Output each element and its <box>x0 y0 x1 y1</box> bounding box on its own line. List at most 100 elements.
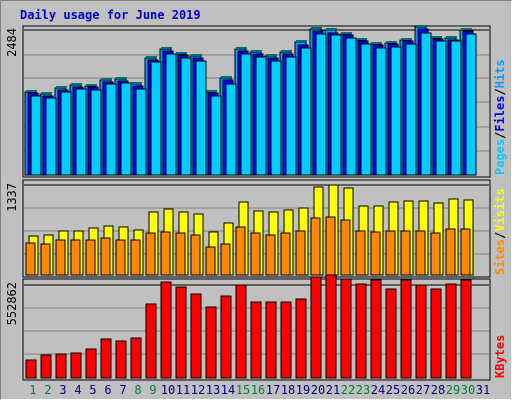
bar-sites-day-27 <box>415 230 426 276</box>
bar-pages-day-21 <box>330 34 342 176</box>
bar-kbytes-day-4 <box>70 352 82 379</box>
bar-kbytes-day-2 <box>40 354 52 379</box>
bar-sites-day-13 <box>205 246 216 276</box>
panel-visits-sites: 1337 Sites/Visits <box>5 179 507 278</box>
bar-sites-day-3 <box>55 239 66 276</box>
x-tick-label-day-3: 3 <box>59 383 66 397</box>
bar-sites-day-24 <box>370 231 381 276</box>
bar-pages-day-20 <box>315 33 327 176</box>
bar-kbytes-day-9 <box>145 303 157 379</box>
bar-sites-day-11 <box>175 232 186 276</box>
panel-hits-files-pages: 2484 Pages/Files/Hits <box>5 25 507 178</box>
panel-kbytes-legend: KBytes <box>493 335 507 378</box>
legend-pages: Pages <box>493 139 507 175</box>
svg-text:Sites/Visits: Sites/Visits <box>493 188 507 275</box>
bar-hits-cap-day-19 <box>296 40 307 42</box>
bar-sites-day-20 <box>310 217 321 276</box>
bar-sites-day-26 <box>400 230 411 276</box>
x-tick-label-day-27: 27 <box>416 383 430 397</box>
bar-pages-day-4 <box>75 88 87 176</box>
bar-hits-cap-day-12 <box>191 54 202 56</box>
bar-pages-day-23 <box>360 43 372 176</box>
bar-hits-cap-day-22 <box>341 32 352 34</box>
bar-sites-day-4 <box>70 239 81 276</box>
bar-pages-day-5 <box>90 89 102 176</box>
x-axis-day-labels: 1 2 3 4 5 6 7 8 9 10 11 12 13 14 15 16 17 18 19 20 21 22 23 24 2… <box>29 383 490 397</box>
bar-sites-day-17 <box>265 234 276 276</box>
bar-pages-day-3 <box>60 91 72 176</box>
bar-kbytes-day-5 <box>85 348 97 379</box>
bar-sites-day-18 <box>280 232 291 276</box>
x-tick-label-day-14: 14 <box>221 383 235 397</box>
bar-kbytes-day-26 <box>400 279 412 379</box>
bar-kbytes-day-7 <box>115 340 127 379</box>
bar-pages-day-26 <box>405 43 417 176</box>
bar-hits-cap-day-24 <box>371 42 382 44</box>
bar-hits-cap-day-2 <box>41 92 52 94</box>
x-tick-label-day-21: 21 <box>326 383 340 397</box>
bar-hits-cap-day-25 <box>386 41 397 43</box>
x-tick-label-day-31: 31 <box>476 383 490 397</box>
legend-sites: Sites <box>493 239 507 275</box>
bar-sites-day-15 <box>235 226 246 276</box>
bar-hits-cap-day-20 <box>311 27 322 29</box>
legend-sep: / <box>493 132 507 139</box>
bar-hits-cap-day-29 <box>446 36 457 38</box>
bar-kbytes-day-14 <box>220 295 232 379</box>
bar-hits-cap-day-21 <box>326 28 337 30</box>
bar-hits-cap-day-18 <box>281 50 292 52</box>
bar-pages-day-28 <box>435 40 447 176</box>
panel-kbytes: 552862 KBytes <box>5 274 507 381</box>
legend-sep: / <box>493 88 507 95</box>
x-tick-label-day-18: 18 <box>281 383 295 397</box>
panel-visits-legend: Sites/Visits <box>493 188 507 275</box>
bar-hits-cap-day-9 <box>146 56 157 58</box>
bar-sites-day-8 <box>130 239 141 276</box>
x-tick-label-day-15: 15 <box>236 383 250 397</box>
bar-kbytes-day-15 <box>235 284 247 379</box>
bar-hits-cap-day-1 <box>26 90 37 92</box>
x-tick-label-day-29: 29 <box>446 383 460 397</box>
bar-kbytes-day-22 <box>340 278 352 379</box>
bar-pages-day-18 <box>285 56 297 176</box>
bar-pages-day-1 <box>30 95 42 176</box>
legend-hits: Hits <box>493 59 507 88</box>
bar-hits-cap-day-16 <box>251 50 262 52</box>
bar-kbytes-day-27 <box>415 284 427 379</box>
bar-pages-day-8 <box>135 88 147 176</box>
bar-hits-cap-day-8 <box>131 82 142 84</box>
bar-sites-day-12 <box>190 234 201 276</box>
bar-sites-day-29 <box>445 228 456 276</box>
panel-kbytes-bars <box>25 274 472 379</box>
bar-sites-day-1 <box>25 242 36 276</box>
bar-sites-day-16 <box>250 232 261 276</box>
bar-hits-cap-day-13 <box>206 90 217 92</box>
bar-kbytes-day-17 <box>265 301 277 379</box>
panel-visits-bars <box>25 184 474 276</box>
legend-kbytes: KBytes <box>493 335 507 378</box>
bar-hits-cap-day-5 <box>86 84 97 86</box>
svg-text:Pages/Files/Hits: Pages/Files/Hits <box>493 59 507 175</box>
bar-hits-cap-day-27 <box>416 25 427 27</box>
x-tick-label-day-11: 11 <box>176 383 190 397</box>
bar-pages-day-6 <box>105 83 117 176</box>
bar-pages-day-30 <box>465 33 477 176</box>
bar-hits-cap-day-3 <box>56 86 67 88</box>
bar-pages-day-24 <box>375 47 387 176</box>
bar-pages-day-10 <box>165 53 177 176</box>
x-tick-label-day-6: 6 <box>104 383 111 397</box>
bar-kbytes-day-20 <box>310 276 322 379</box>
bar-sites-day-25 <box>385 230 396 276</box>
bar-pages-day-9 <box>150 61 162 176</box>
x-tick-label-day-17: 17 <box>266 383 280 397</box>
bar-pages-day-7 <box>120 82 132 176</box>
bar-pages-day-17 <box>270 60 282 176</box>
bar-sites-day-30 <box>460 228 471 276</box>
x-tick-label-day-8: 8 <box>134 383 141 397</box>
bar-kbytes-day-28 <box>430 288 442 379</box>
x-tick-label-day-23: 23 <box>356 383 370 397</box>
bar-hits-cap-day-6 <box>101 78 112 80</box>
x-tick-label-day-13: 13 <box>206 383 220 397</box>
bar-hits-cap-day-23 <box>356 38 367 40</box>
